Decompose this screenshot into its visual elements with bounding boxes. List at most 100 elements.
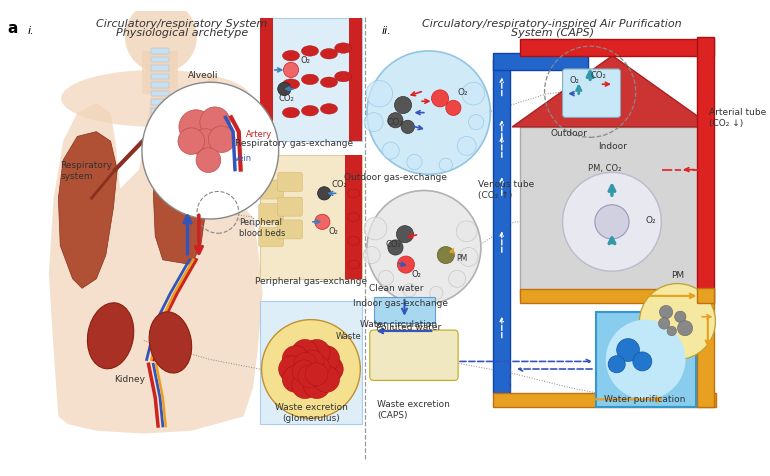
Circle shape (378, 271, 393, 286)
Ellipse shape (335, 44, 352, 54)
Bar (596, 312, 695, 407)
Text: Outdoor: Outdoor (551, 129, 588, 138)
Circle shape (446, 101, 461, 116)
Circle shape (606, 320, 685, 399)
Circle shape (200, 108, 230, 138)
Circle shape (315, 215, 330, 230)
Circle shape (191, 129, 219, 158)
Text: System (CAPS): System (CAPS) (511, 28, 594, 38)
Text: O₂: O₂ (569, 76, 579, 85)
Circle shape (457, 137, 476, 156)
Bar (259, 19, 273, 142)
Text: CO₂: CO₂ (386, 239, 402, 248)
Text: Alveoli: Alveoli (189, 71, 219, 80)
Text: CO₂: CO₂ (590, 70, 606, 79)
Circle shape (678, 321, 693, 336)
Circle shape (449, 271, 466, 288)
Circle shape (142, 83, 279, 219)
Bar (494, 393, 716, 407)
Text: Vein: Vein (234, 154, 252, 163)
Circle shape (294, 353, 316, 376)
Circle shape (366, 81, 393, 108)
Ellipse shape (301, 75, 319, 86)
Circle shape (403, 284, 417, 297)
Text: O₂: O₂ (645, 215, 656, 224)
Circle shape (283, 346, 309, 373)
Ellipse shape (61, 71, 251, 128)
Text: O₂: O₂ (300, 56, 310, 65)
Bar (520, 128, 705, 298)
Circle shape (313, 366, 340, 393)
Circle shape (306, 356, 330, 378)
Ellipse shape (88, 303, 134, 369)
Circle shape (639, 284, 715, 360)
Bar (494, 54, 588, 71)
Circle shape (125, 1, 197, 74)
Text: Clean water: Clean water (369, 284, 424, 292)
Circle shape (196, 149, 221, 173)
Text: Arterial tube
(CO₂ ↓): Arterial tube (CO₂ ↓) (709, 108, 766, 128)
Text: Venous tube
(CO₂ ↑): Venous tube (CO₂ ↑) (478, 179, 534, 199)
Bar (698, 38, 715, 298)
Circle shape (401, 121, 414, 134)
Circle shape (667, 327, 677, 336)
Ellipse shape (320, 50, 337, 60)
Circle shape (283, 63, 299, 79)
Circle shape (364, 113, 383, 132)
Circle shape (397, 226, 413, 243)
Text: ii.: ii. (381, 26, 391, 36)
Ellipse shape (347, 237, 360, 246)
Bar (345, 156, 362, 279)
Ellipse shape (320, 104, 337, 115)
FancyBboxPatch shape (563, 70, 621, 118)
FancyBboxPatch shape (152, 83, 169, 89)
Circle shape (316, 356, 343, 383)
Text: O₂: O₂ (412, 269, 421, 278)
Bar (698, 298, 715, 407)
Circle shape (382, 143, 400, 160)
Bar (259, 19, 362, 142)
Text: Waste: Waste (336, 331, 361, 340)
FancyBboxPatch shape (278, 220, 303, 239)
Circle shape (364, 218, 387, 240)
FancyBboxPatch shape (152, 100, 169, 106)
Circle shape (292, 340, 318, 366)
Text: PM: PM (671, 270, 684, 279)
Bar (259, 156, 362, 279)
Circle shape (367, 52, 490, 175)
Circle shape (595, 205, 629, 239)
Ellipse shape (320, 78, 337, 88)
Ellipse shape (283, 51, 300, 62)
Polygon shape (153, 137, 209, 265)
FancyBboxPatch shape (259, 181, 283, 199)
Circle shape (431, 90, 449, 108)
Polygon shape (59, 132, 117, 288)
Polygon shape (512, 57, 712, 128)
Text: i.: i. (28, 26, 35, 36)
FancyBboxPatch shape (152, 91, 169, 97)
Text: Circulatory/respiratory-inspired Air Purification: Circulatory/respiratory-inspired Air Pur… (422, 19, 682, 29)
Bar (259, 301, 362, 424)
Circle shape (363, 247, 380, 264)
Text: PM: PM (456, 253, 467, 262)
Circle shape (178, 129, 205, 155)
Text: Waste excretion
(CAPS): Waste excretion (CAPS) (377, 399, 450, 420)
Circle shape (305, 363, 328, 386)
Ellipse shape (283, 80, 300, 90)
Circle shape (303, 340, 330, 366)
Ellipse shape (347, 189, 360, 198)
Text: Kidney: Kidney (114, 374, 145, 383)
Circle shape (608, 356, 625, 373)
Circle shape (407, 155, 422, 170)
Circle shape (179, 110, 213, 145)
Text: Outdoor gas-exchange: Outdoor gas-exchange (344, 172, 447, 181)
Circle shape (262, 320, 360, 418)
FancyBboxPatch shape (152, 58, 169, 63)
Text: CO₂: CO₂ (332, 179, 347, 188)
Bar (349, 19, 362, 142)
Circle shape (388, 113, 403, 129)
FancyBboxPatch shape (152, 49, 169, 55)
Bar (698, 288, 715, 303)
Ellipse shape (283, 108, 300, 119)
Text: CO₂: CO₂ (387, 118, 403, 127)
